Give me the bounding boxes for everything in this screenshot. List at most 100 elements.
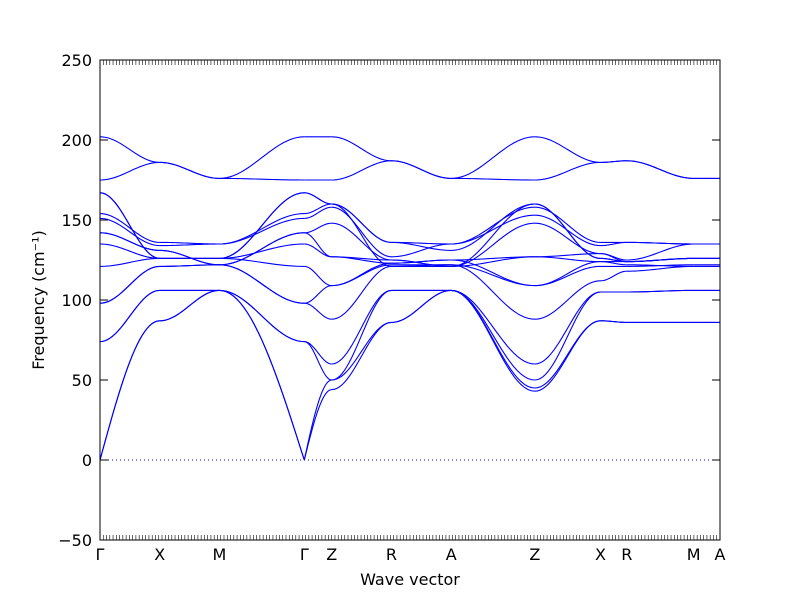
plot-frame bbox=[99, 59, 721, 541]
band-line-s4-b10 bbox=[331, 206, 392, 258]
band-line-s0-b7 bbox=[100, 243, 160, 259]
band-line-s3-b4 bbox=[304, 302, 332, 320]
band-line-s6-b1 bbox=[451, 289, 535, 389]
band-line-s9-b6 bbox=[626, 264, 694, 267]
band-line-s0-b1 bbox=[100, 320, 160, 461]
y-tick-label: 50 bbox=[72, 371, 92, 390]
band-line-s3-b0 bbox=[303, 389, 332, 461]
band-line-s3-b10 bbox=[304, 206, 332, 219]
x-tick-label: Z bbox=[326, 545, 337, 564]
y-axis-label: Frequency (cm⁻¹) bbox=[29, 230, 48, 369]
band-line-s8-b1 bbox=[600, 320, 627, 323]
band-line-s0-b3 bbox=[100, 289, 160, 343]
band-line-s6-b11 bbox=[451, 206, 535, 245]
band-line-s7-b6 bbox=[534, 261, 601, 287]
band-line-s7-b4 bbox=[534, 280, 601, 320]
y-tick-label: −50 bbox=[58, 531, 92, 550]
band-line-s4-b8 bbox=[331, 256, 392, 261]
plot-border bbox=[99, 59, 721, 541]
band-line-s3-b9 bbox=[304, 222, 332, 234]
band-line-s3-b5 bbox=[304, 285, 332, 304]
band-line-s1-b5 bbox=[159, 264, 220, 267]
band-line-s4-b13 bbox=[331, 203, 392, 267]
band-line-s4-b15 bbox=[331, 136, 392, 162]
band-line-s6-b4 bbox=[451, 264, 535, 320]
band-line-s7-b13 bbox=[534, 203, 601, 259]
y-tick-label: 0 bbox=[82, 451, 92, 470]
band-line-s4-b1 bbox=[331, 321, 392, 381]
band-line-s3-b8 bbox=[304, 232, 332, 258]
band-line-s6-b12 bbox=[451, 203, 535, 251]
band-line-s7-b8 bbox=[534, 253, 601, 258]
y-axis: −50 0 50 100 150 200 250 bbox=[58, 51, 720, 550]
band-line-s9-b3 bbox=[626, 289, 694, 293]
band-line-s7-b1 bbox=[534, 320, 601, 389]
band-line-s2-b14 bbox=[219, 177, 305, 181]
x-tick-label: X bbox=[154, 545, 165, 564]
band-line-s3-b3 bbox=[304, 341, 332, 365]
band-line-s4-b9 bbox=[331, 222, 392, 261]
band-line-s0-b6 bbox=[100, 257, 160, 267]
band-line-s6-b10 bbox=[451, 214, 535, 245]
x-tick-label: Z bbox=[529, 545, 540, 564]
band-line-s1-b11 bbox=[159, 241, 220, 245]
y-tick-label: 250 bbox=[61, 51, 92, 70]
band-line-s1-b9 bbox=[159, 249, 220, 266]
band-line-s4-b6 bbox=[331, 262, 392, 287]
band-line-s0-b9 bbox=[100, 232, 160, 251]
band-line-s5-b10 bbox=[391, 243, 452, 258]
band-line-s7-b0 bbox=[534, 320, 601, 392]
band-line-s0-b0 bbox=[100, 320, 160, 461]
band-line-s9-b13 bbox=[626, 257, 694, 263]
band-line-s8-b15 bbox=[600, 160, 627, 163]
band-line-s9-b15 bbox=[626, 160, 694, 179]
band-line-s8-b13 bbox=[600, 257, 627, 263]
band-line-s6-b9 bbox=[451, 222, 535, 267]
x-tick-label: M bbox=[687, 545, 701, 564]
band-line-s6-b0 bbox=[451, 289, 535, 392]
band-line-s1-b1 bbox=[159, 289, 220, 322]
band-line-s3-b1 bbox=[303, 379, 332, 461]
band-line-s4-b2 bbox=[331, 289, 392, 381]
band-line-s0-b15 bbox=[100, 136, 160, 163]
band-line-s5-b1 bbox=[391, 289, 452, 323]
band-line-s2-b3 bbox=[219, 289, 305, 343]
x-axis-label: Wave vector bbox=[360, 570, 460, 589]
plot-area bbox=[100, 136, 720, 461]
x-tick-label: Γ bbox=[300, 545, 309, 564]
x-tick-label: Γ bbox=[96, 545, 105, 564]
band-line-s7-b15 bbox=[534, 136, 601, 163]
band-line-s2-b5 bbox=[219, 264, 305, 304]
band-line-s6-b13 bbox=[451, 203, 535, 267]
band-line-s3-b6 bbox=[304, 265, 332, 287]
band-line-s4-b14 bbox=[331, 160, 392, 181]
x-tick-label: X bbox=[595, 545, 606, 564]
band-line-s9-b9 bbox=[626, 243, 694, 261]
band-line-s0-b5 bbox=[100, 265, 160, 304]
band-line-s0-b13 bbox=[100, 192, 160, 259]
band-line-s9-b11 bbox=[626, 241, 694, 245]
x-tick-label: A bbox=[715, 545, 726, 564]
band-line-s0-b11 bbox=[100, 213, 160, 243]
band-line-s0-b14 bbox=[100, 161, 160, 181]
band-line-s9-b4 bbox=[626, 265, 694, 272]
band-line-s5-b12 bbox=[391, 241, 452, 251]
band-line-s2-b10 bbox=[219, 217, 305, 245]
band-line-s4-b5 bbox=[331, 264, 392, 287]
band-line-s4-b12 bbox=[331, 203, 392, 243]
band-line-s8-b4 bbox=[600, 270, 627, 282]
y-tick-label: 200 bbox=[61, 131, 92, 150]
band-line-s3-b2 bbox=[304, 341, 332, 381]
band-line-s2-b9 bbox=[219, 232, 305, 266]
band-line-s6-b8 bbox=[451, 256, 535, 267]
band-line-s1-b15 bbox=[159, 161, 220, 179]
band-line-s5-b15 bbox=[391, 160, 452, 179]
band-line-s3-b7 bbox=[304, 243, 332, 258]
band-line-s3-b13 bbox=[304, 192, 332, 205]
band-line-s6-b14 bbox=[451, 177, 535, 181]
band-line-s7-b7 bbox=[534, 256, 601, 263]
band-line-s3-b11 bbox=[304, 203, 332, 215]
